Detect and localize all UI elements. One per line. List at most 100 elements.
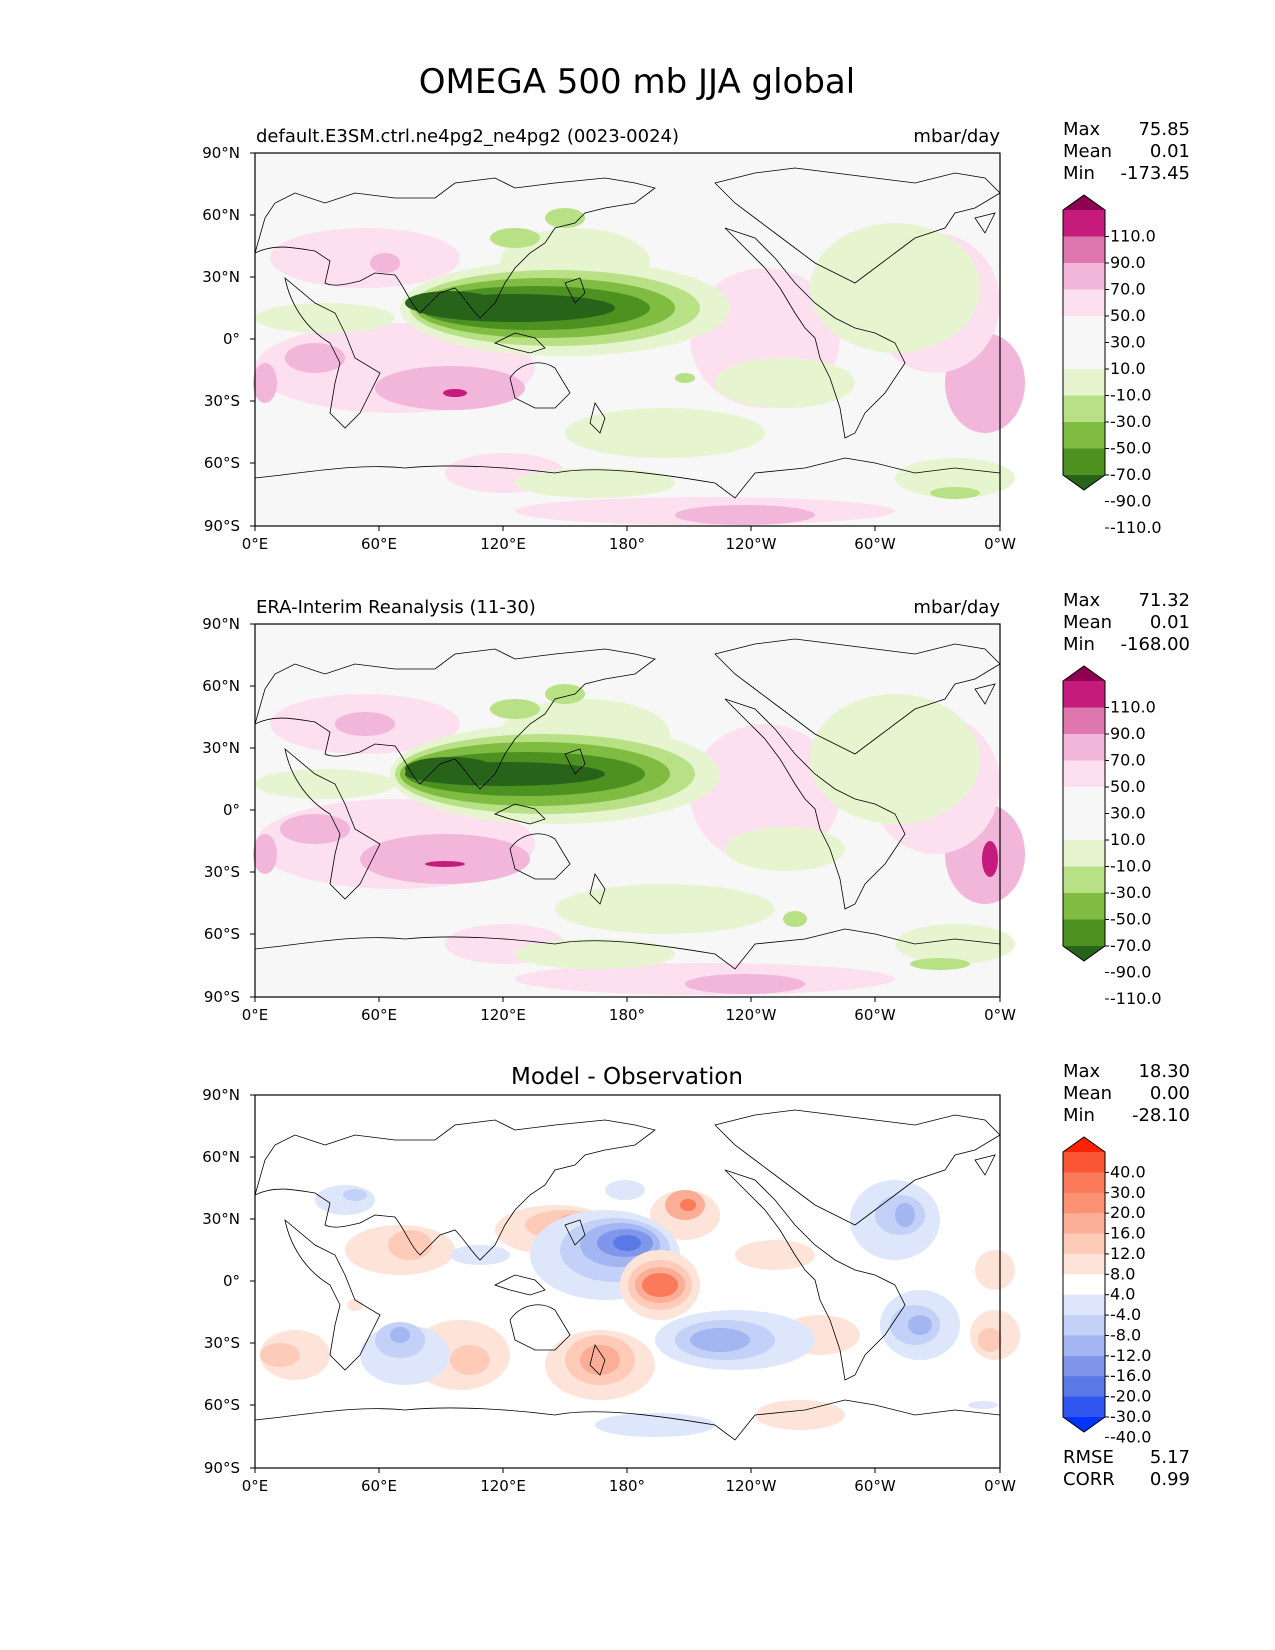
colorbar-level-label: 20.0	[1110, 1203, 1146, 1222]
omega-field	[253, 208, 1025, 525]
colorbar-segment	[1063, 1253, 1105, 1275]
colorbar-level-label: 50.0	[1110, 306, 1146, 325]
colorbar-segment	[1063, 1315, 1105, 1336]
panel-right-title: mbar/day	[913, 597, 1000, 618]
lon-tick-label: 60°E	[361, 1006, 397, 1024]
stat-label: Mean	[1063, 1083, 1112, 1104]
colorbar-segment	[1063, 760, 1105, 788]
colorbar-segment	[1063, 840, 1105, 867]
colorbar-segment	[1063, 236, 1105, 264]
lon-tick-label: 60°W	[854, 1006, 896, 1024]
lat-tick-label: 0°	[223, 801, 240, 819]
figure-title: OMEGA 500 mb JJA global	[419, 62, 855, 102]
colorbar-level-label: 70.0	[1110, 751, 1146, 770]
colorbar-segment	[1063, 1376, 1105, 1398]
lat-tick-marks	[250, 152, 1001, 531]
lon-ticks: 0°E 60°E 120°E 180° 120°W 60°W 0°W	[242, 535, 1016, 553]
lat-ticks: 90°N 60°N 30°N 0° 30°S 60°S 90°S	[202, 144, 240, 535]
colorbar-level-label: 8.0	[1110, 1264, 1135, 1283]
colorbar-level-label: -50.0	[1110, 910, 1151, 929]
stat-value: 18.30	[1138, 1061, 1190, 1082]
corr-value: 0.99	[1150, 1469, 1190, 1490]
lat-tick-label: 90°S	[204, 517, 240, 535]
lon-tick-label: 60°E	[361, 535, 397, 553]
stats-diff: Max 18.30 Mean 0.00 Min -28.10	[1063, 1061, 1190, 1126]
stat-value: -173.45	[1121, 163, 1190, 184]
colorbar-level-label: 4.0	[1110, 1285, 1135, 1304]
colorbar-segment	[1063, 707, 1105, 735]
rmse-label: RMSE	[1063, 1447, 1114, 1468]
lon-tick-label: 120°E	[480, 1477, 526, 1495]
lat-tick-label: 90°S	[204, 988, 240, 1006]
colorbar-model: 110.0 90.0 70.0 50.0 30.0 10.0 -10.0 -30.0 -50.0…	[1062, 194, 1162, 537]
stat-value: -28.10	[1132, 1105, 1190, 1126]
colorbar-segment	[1063, 893, 1105, 920]
colorbar-level-label: 70.0	[1110, 280, 1146, 299]
lat-tick-label: 30°N	[202, 268, 240, 286]
lat-tick-label: 90°N	[202, 1086, 240, 1104]
lon-tick-label: 60°E	[361, 1477, 397, 1495]
colorbar-level-label: -110.0	[1110, 989, 1162, 1008]
stat-label: Max	[1063, 590, 1101, 611]
panel-left-title: ERA-Interim Reanalysis (11-30)	[256, 597, 536, 618]
lon-tick-label: 60°W	[854, 1477, 896, 1495]
lon-tick-label: 120°E	[480, 535, 526, 553]
colorbar-level-label: -10.0	[1110, 386, 1151, 405]
corr-label: CORR	[1063, 1469, 1115, 1490]
colorbar-segment	[1063, 681, 1105, 708]
lat-tick-label: 60°S	[204, 454, 240, 472]
colorbar-extend-min	[1063, 946, 1105, 961]
lat-tick-label: 90°S	[204, 1459, 240, 1477]
colorbar-level-label: 30.0	[1110, 333, 1146, 352]
colorbar-level-label: -30.0	[1110, 883, 1151, 902]
lon-tick-label: 60°W	[854, 535, 896, 553]
colorbar-segment	[1063, 342, 1105, 370]
colorbar-diff: 40.030.020.016.012.08.04.0-4.0-8.0-12.0-…	[1062, 1136, 1151, 1446]
panel-obs: ERA-Interim Reanalysis (11-30) mbar/day	[202, 597, 1025, 1024]
lat-tick-marks	[250, 1094, 1001, 1473]
lon-tick-label: 120°W	[726, 535, 777, 553]
panel-left-title: default.E3SM.ctrl.ne4pg2_ne4pg2 (0023-00…	[256, 126, 679, 147]
colorbar-segment	[1063, 448, 1105, 476]
colorbar-level-label: 30.0	[1110, 804, 1146, 823]
colorbar-segment	[1063, 1192, 1105, 1214]
colorbar-segment	[1063, 1233, 1105, 1255]
colorbar-level-label: -90.0	[1110, 492, 1151, 511]
lon-tick-label: 120°E	[480, 1006, 526, 1024]
lon-ticks: 0°E 60°E 120°E 180° 120°W 60°W 0°W	[242, 1006, 1016, 1024]
stat-value: 0.01	[1150, 141, 1190, 162]
colorbar-level-label: 16.0	[1110, 1224, 1146, 1243]
colorbar-segment	[1063, 263, 1105, 290]
colorbar-level-label: 40.0	[1110, 1162, 1146, 1181]
lon-tick-label: 0°W	[984, 1006, 1016, 1024]
coastlines	[254, 1109, 1001, 1441]
colorbar-segment	[1063, 210, 1105, 237]
colorbar-segment	[1063, 866, 1105, 894]
colorbar-segment	[1063, 1355, 1105, 1377]
colorbar-segment	[1063, 787, 1105, 814]
colorbar-segment	[1063, 919, 1105, 947]
colorbar-level-label: 110.0	[1110, 698, 1156, 717]
lat-tick-label: 90°N	[202, 615, 240, 633]
colorbar-level-label: -40.0	[1110, 1427, 1151, 1446]
colorbar-segment	[1063, 1172, 1105, 1194]
lat-tick-label: 0°	[223, 1272, 240, 1290]
colorbar-level-label: 10.0	[1110, 359, 1146, 378]
colorbar-level-label: 90.0	[1110, 724, 1146, 743]
lat-tick-label: 60°N	[202, 1148, 240, 1166]
lat-tick-label: 30°S	[204, 863, 240, 881]
colorbar-level-label: -16.0	[1110, 1366, 1151, 1385]
stat-label: Min	[1063, 1105, 1095, 1126]
map-area	[253, 152, 1025, 527]
lat-tick-label: 30°N	[202, 1210, 240, 1228]
colorbar-level-label: -30.0	[1110, 412, 1151, 431]
map-area	[254, 1094, 1020, 1469]
lon-tick-label: 120°W	[726, 1006, 777, 1024]
colorbar-level-label: 50.0	[1110, 777, 1146, 796]
lon-tick-label: 0°E	[242, 1477, 269, 1495]
stat-label: Mean	[1063, 141, 1112, 162]
panel-diff: Model - Observation	[202, 1064, 1020, 1495]
lon-tick-label: 180°	[609, 535, 645, 553]
lon-tick-label: 180°	[609, 1477, 645, 1495]
